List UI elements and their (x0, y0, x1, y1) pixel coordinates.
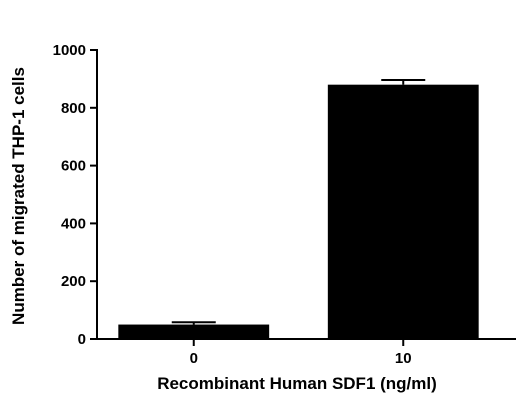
bar-10 (327, 84, 479, 340)
y-tick-label: 400 (61, 215, 86, 232)
bars (118, 79, 479, 340)
x-tick-label-10: 10 (395, 350, 412, 367)
x-axis-title: Recombinant Human SDF1 (ng/ml) (157, 374, 437, 393)
y-axis-ticks: 0 200 400 600 800 1000 (53, 42, 97, 348)
y-tick-label: 200 (61, 273, 86, 290)
y-axis-title: Number of migrated THP-1 cells (9, 67, 28, 325)
y-tick-label: 600 (61, 158, 86, 175)
x-axis-ticks: 0 10 (190, 339, 412, 367)
y-tick-label: 0 (78, 331, 86, 348)
y-tick-label: 800 (61, 100, 86, 117)
y-tick-label: 1000 (53, 42, 86, 59)
bar-0 (118, 324, 270, 339)
x-tick-label-0: 0 (190, 350, 198, 367)
